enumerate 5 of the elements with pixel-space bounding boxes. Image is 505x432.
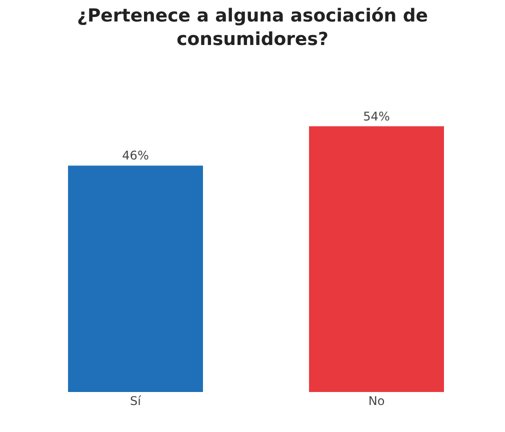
x-tick-label: Sí bbox=[130, 394, 142, 408]
x-tick-label: No bbox=[368, 394, 385, 408]
data-label: 54% bbox=[363, 109, 390, 124]
chart-title: ¿Pertenece a alguna asociación de consumidores? bbox=[77, 6, 428, 50]
data-label: 46% bbox=[122, 148, 149, 163]
